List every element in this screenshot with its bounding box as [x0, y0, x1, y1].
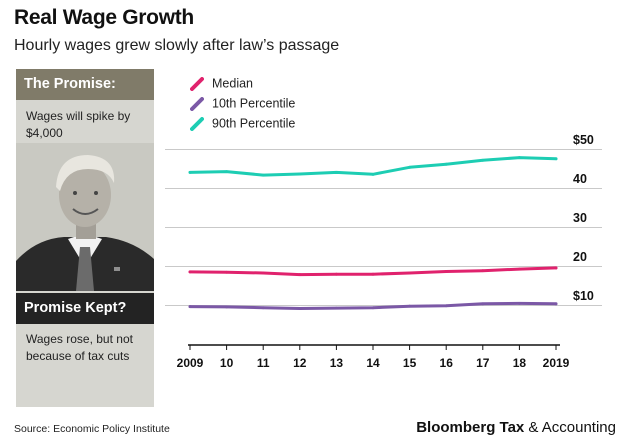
chart-subtitle: Hourly wages grew slowly after law’s pas… — [14, 37, 340, 54]
x-tick-label-2015: 15 — [403, 356, 417, 370]
data-point-10th-percentile-2019 — [554, 302, 558, 306]
data-point-90th-percentile-2009 — [188, 171, 192, 174]
brand-logo-rest: & Accounting — [524, 419, 616, 436]
data-point-90th-percentile-2017 — [481, 158, 485, 162]
legend-swatch-90th-percentile — [190, 116, 204, 131]
promise-heading: The Promise: — [16, 69, 154, 100]
data-point-90th-percentile-2019 — [554, 157, 558, 161]
legend-swatch-median — [190, 76, 204, 91]
data-point-10th-percentile-2012 — [298, 307, 302, 310]
x-tick-label-2010: 10 — [220, 356, 234, 370]
data-point-median-2011 — [261, 271, 265, 275]
data-point-10th-percentile-2018 — [518, 302, 521, 305]
x-tick-label-2013: 13 — [330, 356, 344, 370]
data-point-median-2019 — [554, 266, 558, 270]
y-tick-label-40: 40 — [573, 172, 587, 186]
data-point-median-2010 — [225, 270, 229, 274]
data-point-median-2012 — [298, 273, 302, 276]
x-tick-label-2016: 16 — [440, 356, 454, 370]
y-tick-label-30: 30 — [573, 211, 587, 225]
data-point-10th-percentile-2014 — [371, 306, 375, 310]
data-point-10th-percentile-2015 — [408, 304, 411, 308]
legend-item-median: Median — [190, 76, 253, 94]
y-tick-label-50: $50 — [573, 133, 594, 147]
x-tick-label-2009: 2009 — [177, 356, 204, 370]
data-point-90th-percentile-2011 — [261, 173, 265, 177]
data-point-10th-percentile-2009 — [188, 305, 192, 308]
promise-kept-heading: Promise Kept? — [16, 293, 154, 324]
data-point-90th-percentile-2018 — [518, 156, 521, 159]
data-point-median-2009 — [188, 270, 192, 274]
brand-logo-bold: Bloomberg Tax — [416, 419, 525, 436]
data-point-10th-percentile-2011 — [261, 306, 265, 310]
data-point-90th-percentile-2015 — [408, 165, 411, 169]
y-tick-label-20: 20 — [573, 250, 587, 264]
data-point-90th-percentile-2010 — [225, 170, 229, 174]
data-point-median-2013 — [335, 272, 338, 276]
y-tick-label-10: $10 — [573, 289, 594, 303]
data-point-median-2014 — [371, 272, 375, 276]
data-point-10th-percentile-2010 — [225, 305, 229, 309]
data-point-10th-percentile-2013 — [335, 306, 338, 310]
data-point-median-2016 — [444, 270, 448, 273]
legend-label-median: Median — [212, 76, 253, 91]
series-line-90th-percentile — [188, 156, 558, 177]
data-point-10th-percentile-2016 — [444, 304, 448, 308]
data-point-90th-percentile-2013 — [335, 171, 338, 174]
x-tick-label-2014: 14 — [366, 356, 380, 370]
data-point-median-2018 — [518, 267, 521, 271]
data-point-90th-percentile-2012 — [298, 172, 302, 176]
legend-item-90th-percentile: 90th Percentile — [190, 116, 295, 134]
data-point-median-2017 — [481, 269, 485, 273]
x-tick-label-2011: 11 — [257, 356, 270, 370]
chart-title: Real Wage Growth — [14, 6, 194, 29]
data-point-90th-percentile-2014 — [371, 172, 375, 176]
legend-item-10th-percentile: 10th Percentile — [190, 96, 295, 114]
x-tick-label-2018: 18 — [513, 356, 527, 370]
promise-text: Wages will spike by $4,000 — [26, 109, 131, 140]
legend-swatch-10th-percentile — [190, 96, 204, 111]
x-tick-label-2012: 12 — [293, 356, 307, 370]
data-point-10th-percentile-2017 — [481, 302, 485, 306]
brand-logo: Bloomberg Tax & Accounting — [416, 419, 616, 436]
source-note: Source: Economic Policy Institute — [14, 423, 170, 435]
legend-label-90th-percentile: 90th Percentile — [212, 116, 296, 131]
x-tick-label-2017: 17 — [476, 356, 490, 370]
data-point-median-2015 — [408, 271, 411, 275]
portrait-image — [16, 143, 154, 291]
promise-kept-text: Wages rose, but not because of tax cuts — [26, 332, 133, 363]
x-tick-label-2019: 2019 — [543, 356, 570, 370]
data-point-90th-percentile-2016 — [444, 162, 448, 166]
legend-label-10th-percentile: 10th Percentile — [212, 96, 296, 111]
